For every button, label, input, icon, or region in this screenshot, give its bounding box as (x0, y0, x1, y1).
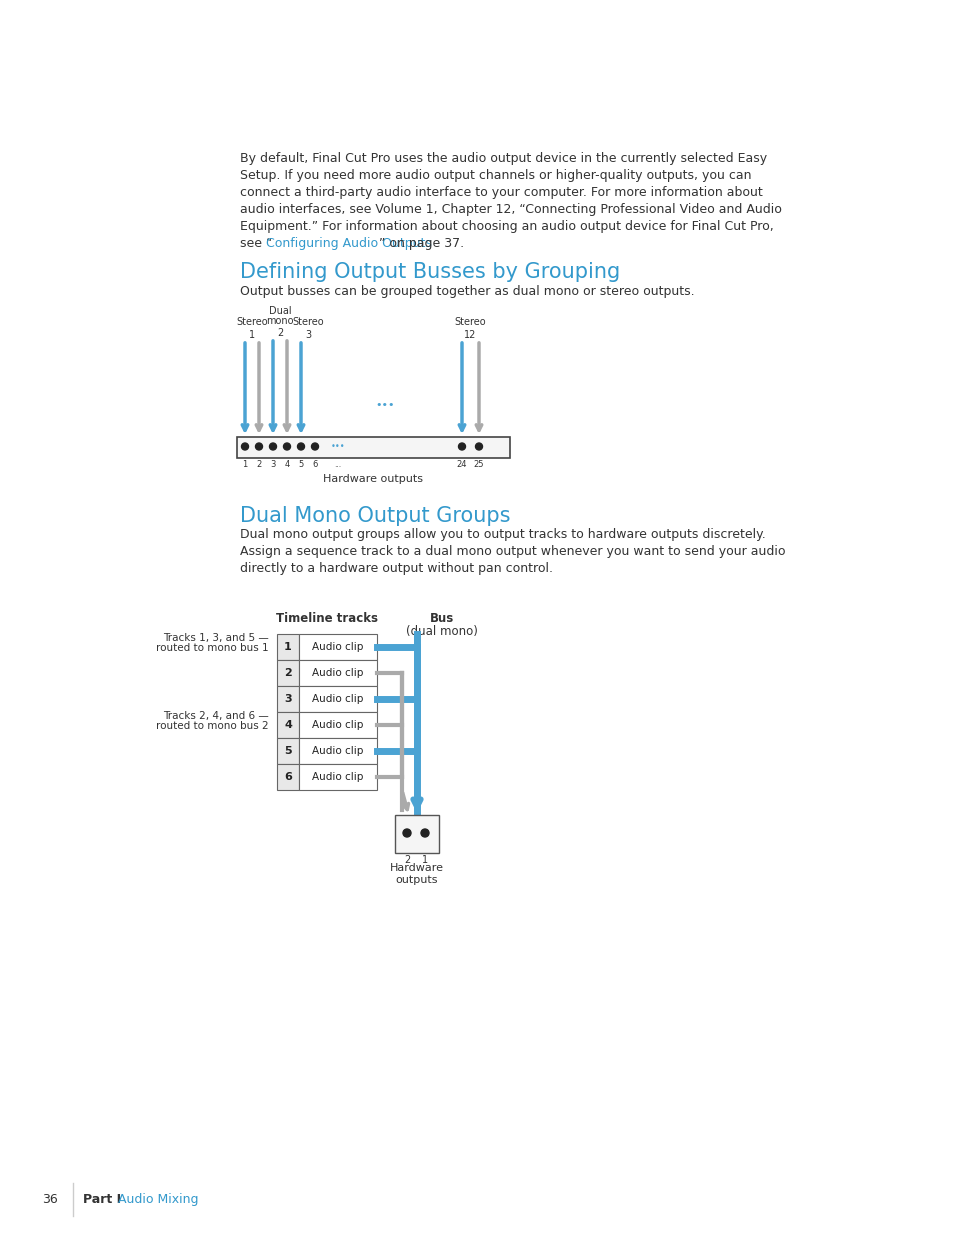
Text: Audio clip: Audio clip (312, 694, 363, 704)
Bar (298, 659, 376, 685)
Text: Audio Mixing: Audio Mixing (118, 1193, 198, 1207)
Text: Part I: Part I (83, 1193, 121, 1207)
Text: Timeline tracks: Timeline tracks (275, 613, 377, 625)
Text: 3: 3 (270, 459, 275, 469)
Text: ” on page 37.: ” on page 37. (378, 237, 464, 249)
Text: Audio clip: Audio clip (312, 642, 363, 652)
Text: 2: 2 (284, 668, 292, 678)
Text: 6: 6 (284, 772, 292, 782)
Text: 5: 5 (298, 459, 303, 469)
Text: 3: 3 (305, 330, 311, 340)
Bar (276, 713, 298, 739)
Text: 1: 1 (242, 459, 248, 469)
Bar (298, 685, 376, 713)
Text: Assign a sequence track to a dual mono output whenever you want to send your aud: Assign a sequence track to a dual mono o… (240, 545, 784, 558)
Text: 24: 24 (456, 459, 467, 469)
Text: 4: 4 (284, 459, 290, 469)
Text: Audio clip: Audio clip (312, 668, 363, 678)
Text: 1: 1 (249, 330, 254, 340)
Text: audio interfaces, see Volume 1, Chapter 12, “Connecting Professional Video and A: audio interfaces, see Volume 1, Chapter … (240, 203, 781, 216)
Text: Defining Output Busses by Grouping: Defining Output Busses by Grouping (240, 262, 619, 282)
Bar (395, 815, 438, 853)
Circle shape (255, 443, 262, 450)
Bar (276, 685, 298, 713)
Text: Stereo: Stereo (454, 317, 485, 327)
Text: 3: 3 (284, 694, 292, 704)
Text: connect a third-party audio interface to your computer. For more information abo: connect a third-party audio interface to… (240, 186, 762, 199)
Circle shape (241, 443, 248, 450)
Text: (dual mono): (dual mono) (406, 625, 477, 638)
Text: Audio clip: Audio clip (312, 746, 363, 756)
Text: 1: 1 (284, 642, 292, 652)
Circle shape (269, 443, 276, 450)
Text: 2: 2 (403, 855, 410, 864)
Text: 12: 12 (463, 330, 476, 340)
Bar (298, 739, 376, 764)
Text: see “: see “ (240, 237, 273, 249)
Text: 2: 2 (256, 459, 261, 469)
Text: Output busses can be grouped together as dual mono or stereo outputs.: Output busses can be grouped together as… (240, 285, 694, 298)
Text: 4: 4 (284, 720, 292, 730)
Text: Tracks 2, 4, and 6 —: Tracks 2, 4, and 6 — (163, 711, 269, 721)
Text: 5: 5 (284, 746, 292, 756)
Text: Hardware
outputs: Hardware outputs (390, 863, 443, 884)
Text: Dual: Dual (269, 306, 291, 316)
Circle shape (420, 829, 429, 837)
Text: 36: 36 (42, 1193, 58, 1207)
Text: Audio clip: Audio clip (312, 772, 363, 782)
Text: Tracks 1, 3, and 5 —: Tracks 1, 3, and 5 — (163, 634, 269, 643)
Circle shape (283, 443, 291, 450)
Bar (276, 739, 298, 764)
Text: •••: ••• (331, 442, 345, 451)
Text: •••: ••• (375, 400, 395, 410)
Text: Configuring Audio Outputs: Configuring Audio Outputs (266, 237, 432, 249)
Circle shape (458, 443, 465, 450)
Text: mono: mono (266, 316, 294, 326)
Text: routed to mono bus 1: routed to mono bus 1 (156, 643, 269, 653)
Text: Stereo: Stereo (292, 317, 323, 327)
Bar (298, 764, 376, 790)
Text: 1: 1 (421, 855, 428, 864)
Text: Setup. If you need more audio output channels or higher-quality outputs, you can: Setup. If you need more audio output cha… (240, 169, 751, 182)
Text: Equipment.” For information about choosing an audio output device for Final Cut : Equipment.” For information about choosi… (240, 220, 773, 233)
Bar (298, 634, 376, 659)
Text: directly to a hardware output without pan control.: directly to a hardware output without pa… (240, 562, 553, 576)
Circle shape (297, 443, 304, 450)
Text: Bus: Bus (430, 613, 454, 625)
Text: routed to mono bus 2: routed to mono bus 2 (156, 721, 269, 731)
Text: Stereo: Stereo (236, 317, 268, 327)
Text: 25: 25 (474, 459, 484, 469)
Bar (276, 659, 298, 685)
Bar (236, 437, 510, 458)
Circle shape (475, 443, 482, 450)
Text: Hardware outputs: Hardware outputs (323, 474, 423, 484)
Text: 6: 6 (312, 459, 317, 469)
Circle shape (402, 829, 411, 837)
Text: By default, Final Cut Pro uses the audio output device in the currently selected: By default, Final Cut Pro uses the audio… (240, 152, 766, 165)
Bar (276, 764, 298, 790)
Text: Audio clip: Audio clip (312, 720, 363, 730)
Text: 2: 2 (276, 329, 283, 338)
Text: Dual mono output groups allow you to output tracks to hardware outputs discretel: Dual mono output groups allow you to out… (240, 529, 765, 541)
Text: Dual Mono Output Groups: Dual Mono Output Groups (240, 506, 510, 526)
Circle shape (312, 443, 318, 450)
Bar (298, 713, 376, 739)
Bar (276, 634, 298, 659)
Text: ...: ... (335, 459, 341, 469)
